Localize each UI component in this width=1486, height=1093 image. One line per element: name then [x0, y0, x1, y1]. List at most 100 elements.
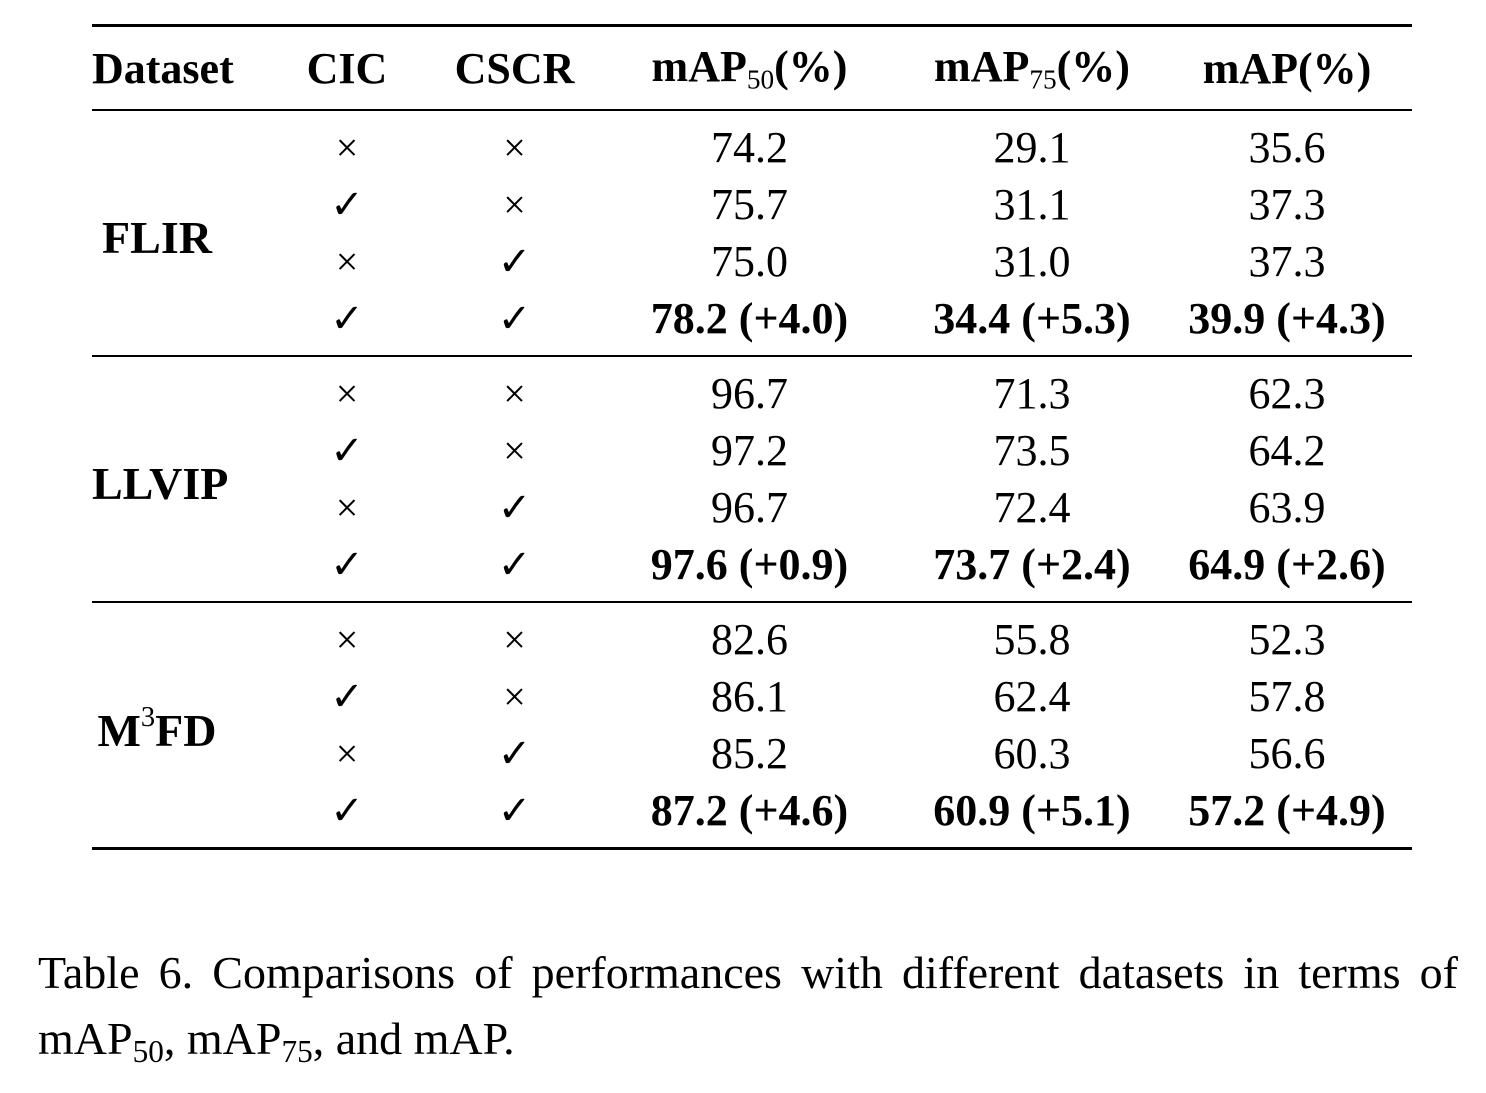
- table-row-best: ✓ ✓ 87.2 (+4.6) 60.9 (+5.1) 57.2 (+4.9): [92, 782, 1412, 849]
- dataset-label-flir: FLIR: [102, 211, 212, 263]
- cscr-mark: ✓: [497, 239, 532, 284]
- cscr-mark: ×: [503, 125, 526, 170]
- map75-cell: 29.1: [993, 123, 1071, 172]
- cic-mark: ×: [335, 731, 359, 776]
- dataset-m3fd-main: M: [97, 704, 141, 756]
- map50-cell-best: 97.6 (+0.9): [650, 540, 849, 589]
- map-cell: 64.2: [1248, 426, 1326, 475]
- table-row: ✓ × 97.2 73.5 64.2: [92, 422, 1412, 479]
- map50-cell: 75.7: [711, 180, 788, 229]
- map50-cell-best: 87.2 (+4.6): [650, 786, 849, 835]
- map-cell: 37.3: [1248, 237, 1326, 286]
- header-map75-unit: (%): [1056, 41, 1130, 91]
- header-map50-sub: 50: [746, 64, 775, 95]
- map50-cell: 96.7: [711, 483, 788, 532]
- caption-part2: , mAP: [163, 1013, 282, 1064]
- map75-cell-best: 60.9 (+5.1): [933, 786, 1131, 835]
- map75-cell: 60.3: [993, 729, 1071, 778]
- map75-cell: 31.0: [993, 237, 1071, 286]
- map75-cell: 31.1: [993, 180, 1071, 229]
- cscr-mark: ✓: [497, 731, 532, 776]
- map50-cell: 82.6: [711, 615, 788, 664]
- map50-cell: 97.2: [711, 426, 788, 475]
- cic-mark: ✓: [330, 296, 364, 341]
- map-cell-best: 57.2 (+4.9): [1188, 786, 1386, 835]
- map-cell-best: 64.9 (+2.6): [1188, 540, 1386, 589]
- header-map50: mAP50(%): [597, 26, 902, 111]
- map-cell-best: 39.9 (+4.3): [1188, 294, 1386, 343]
- group-flir: FLIR × × 74.2 29.1 35.6 ✓ × 75.7 31.1 37…: [92, 110, 1412, 356]
- cscr-mark: ✓: [497, 788, 532, 833]
- table-row: × ✓ 85.2 60.3 56.6: [92, 725, 1412, 782]
- caption-sub1: 50: [132, 1033, 164, 1069]
- cic-mark: ×: [335, 239, 359, 284]
- map75-cell-best: 73.7 (+2.4): [933, 540, 1131, 589]
- map-cell: 62.3: [1248, 369, 1326, 418]
- table-row: LLVIP × × 96.7 71.3 62.3: [92, 356, 1412, 509]
- map50-cell: 96.7: [711, 369, 788, 418]
- map75-cell: 55.8: [993, 615, 1071, 664]
- table-row: ✓ × 86.1 62.4 57.8: [92, 668, 1412, 725]
- dataset-m3fd-sup: 3: [140, 701, 156, 733]
- cscr-mark: ×: [503, 182, 526, 227]
- cic-mark: ×: [335, 617, 359, 662]
- map50-cell: 74.2: [711, 123, 788, 172]
- header-map75-main: mAP: [934, 41, 1030, 91]
- table-row-best: ✓ ✓ 78.2 (+4.0) 34.4 (+5.3) 39.9 (+4.3): [92, 290, 1412, 356]
- header-cic: CIC: [306, 43, 388, 93]
- table-row: M3FD × × 82.6 55.8 52.3: [92, 602, 1412, 755]
- header-dataset: Dataset: [92, 43, 234, 93]
- table-row: ✓ × 75.7 31.1 37.3: [92, 176, 1412, 233]
- table-row-best: ✓ ✓ 97.6 (+0.9) 73.7 (+2.4) 64.9 (+2.6): [92, 536, 1412, 602]
- table-caption: Table 6. Comparisons of performances wit…: [38, 940, 1458, 1085]
- dataset-m3fd-rest: FD: [155, 704, 217, 756]
- results-table: Dataset CIC CSCR mAP50(%) mAP75(%) mAP(%…: [92, 24, 1412, 850]
- cscr-mark: ×: [503, 617, 526, 662]
- cic-mark: ✓: [330, 428, 364, 473]
- header-map50-unit: (%): [774, 41, 848, 91]
- dataset-label-llvip: LLVIP: [92, 457, 229, 509]
- table-row: × ✓ 96.7 72.4 63.9: [92, 479, 1412, 536]
- caption-sub2: 75: [281, 1033, 313, 1069]
- map-cell: 57.8: [1248, 672, 1326, 721]
- cscr-mark: ×: [503, 674, 526, 719]
- map75-cell: 73.5: [993, 426, 1071, 475]
- cic-mark: ×: [335, 125, 359, 170]
- cscr-mark: ✓: [497, 296, 532, 341]
- cscr-mark: ×: [503, 371, 526, 416]
- table-row: FLIR × × 74.2 29.1 35.6: [92, 110, 1412, 263]
- header-cscr: CSCR: [454, 43, 575, 93]
- map75-cell: 71.3: [993, 369, 1071, 418]
- cic-mark: ✓: [330, 788, 364, 833]
- group-m3fd: M3FD × × 82.6 55.8 52.3 ✓ × 86.1 62.4 57…: [92, 602, 1412, 849]
- cic-mark: ✓: [330, 542, 364, 587]
- caption-part3: , and mAP.: [312, 1013, 515, 1064]
- map75-cell: 62.4: [993, 672, 1071, 721]
- caption-part1: Table 6. Comparisons of performances wit…: [38, 947, 1458, 1064]
- table-row: × ✓ 75.0 31.0 37.3: [92, 233, 1412, 290]
- map50-cell-best: 78.2 (+4.0): [650, 294, 849, 343]
- cic-mark: ×: [335, 371, 359, 416]
- cic-mark: ✓: [330, 674, 364, 719]
- map50-cell: 75.0: [711, 237, 788, 286]
- map-cell: 52.3: [1248, 615, 1326, 664]
- map75-cell: 72.4: [993, 483, 1071, 532]
- header-map50-main: mAP: [651, 41, 747, 91]
- header-map75-sub: 75: [1029, 64, 1057, 95]
- header-row: Dataset CIC CSCR mAP50(%) mAP75(%) mAP(%…: [92, 25, 1412, 111]
- map-cell: 56.6: [1248, 729, 1326, 778]
- map-cell: 37.3: [1248, 180, 1326, 229]
- map50-cell: 86.1: [711, 672, 788, 721]
- cscr-mark: ×: [503, 428, 526, 473]
- group-llvip: LLVIP × × 96.7 71.3 62.3 ✓ × 97.2 73.5 6…: [92, 356, 1412, 602]
- map-cell: 35.6: [1248, 123, 1326, 172]
- cscr-mark: ✓: [497, 542, 532, 587]
- cscr-mark: ✓: [497, 485, 532, 530]
- header-map: mAP(%): [1202, 43, 1372, 93]
- results-table-container: Dataset CIC CSCR mAP50(%) mAP75(%) mAP(%…: [92, 24, 1412, 850]
- dataset-label-m3fd: M3FD: [92, 602, 262, 849]
- cic-mark: ✓: [330, 182, 364, 227]
- map75-cell-best: 34.4 (+5.3): [933, 294, 1131, 343]
- cic-mark: ×: [335, 485, 359, 530]
- map50-cell: 85.2: [711, 729, 788, 778]
